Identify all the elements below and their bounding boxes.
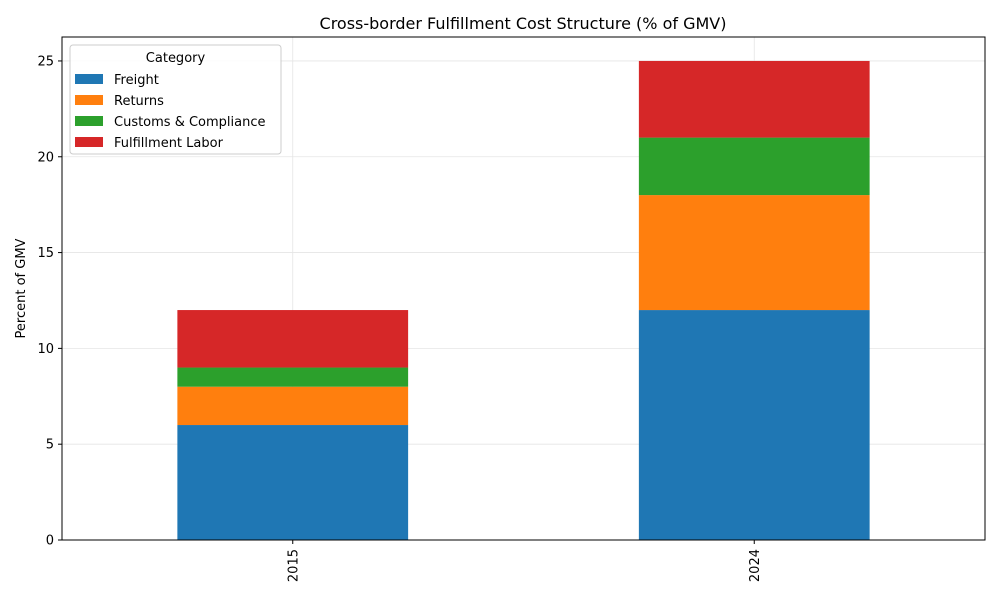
y-tick-label: 15 xyxy=(37,246,54,261)
x-tick-label: 2015 xyxy=(286,549,301,582)
bar-segment-customs-compliance-2024 xyxy=(638,137,870,196)
bars xyxy=(177,60,870,540)
bar-segment-returns-2024 xyxy=(638,195,870,311)
legend-label: Returns xyxy=(114,94,164,109)
y-tick-label: 25 xyxy=(37,54,54,69)
legend-box xyxy=(69,44,282,155)
legend-title: Category xyxy=(146,51,206,66)
legend-swatch xyxy=(75,137,103,147)
legend-swatch xyxy=(75,74,103,84)
y-axis-title: Percent of GMV xyxy=(14,238,29,338)
bar-segment-freight-2015 xyxy=(177,425,409,540)
bar-segment-freight-2024 xyxy=(638,310,870,540)
bar-segment-returns-2015 xyxy=(177,386,409,426)
plot-frame xyxy=(61,36,986,541)
legend-label: Freight xyxy=(114,73,159,88)
legend-label: Customs & Compliance xyxy=(114,115,266,130)
y-tick-label: 20 xyxy=(37,150,54,165)
x-tick-label: 2024 xyxy=(748,549,763,582)
legend: Category Freight Returns Customs & Complian… xyxy=(69,44,282,155)
y-tick-label: 10 xyxy=(37,342,54,357)
bar-segment-fulfillment-labor-2015 xyxy=(177,310,409,368)
legend-swatch xyxy=(75,116,103,126)
bar-segment-customs-compliance-2015 xyxy=(177,367,409,387)
legend-label: Fulfillment Labor xyxy=(114,136,224,151)
legend-swatch xyxy=(75,95,103,105)
y-tick-label: 0 xyxy=(46,534,54,549)
chart-title: Cross-border Fulfillment Cost Structure … xyxy=(320,14,727,33)
axes: 0 5 10 15 20 25 2015 2024 xyxy=(37,36,986,582)
y-tick-label: 5 xyxy=(46,438,54,453)
bar-segment-fulfillment-labor-2024 xyxy=(638,60,870,138)
